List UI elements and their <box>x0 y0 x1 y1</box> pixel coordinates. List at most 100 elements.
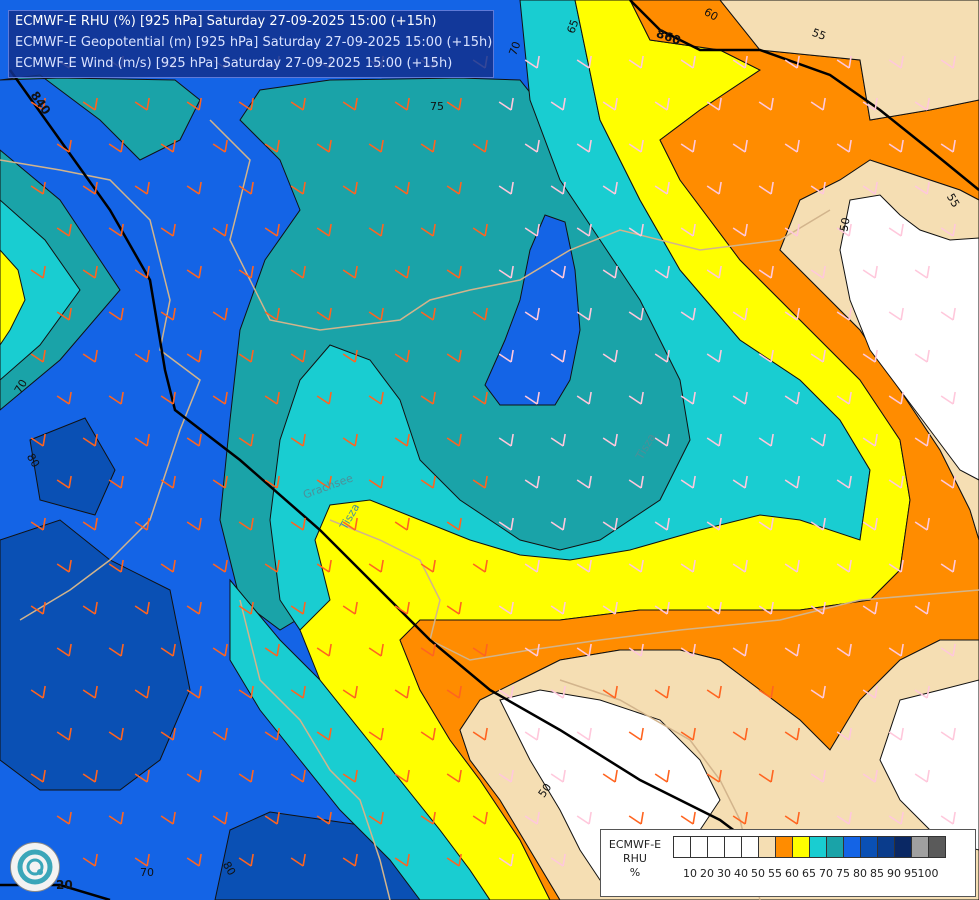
wind-barb <box>186 181 202 195</box>
wind-barb <box>498 97 514 111</box>
wind-barb <box>498 769 514 783</box>
wind-barb <box>836 811 852 825</box>
wind-barb <box>342 517 358 531</box>
legend-tick-label: 95 <box>904 867 918 880</box>
geopotential-label-20: 20 <box>56 878 73 892</box>
wind-barb <box>420 223 436 237</box>
wind-barb <box>316 727 332 741</box>
wind-barb <box>888 559 904 573</box>
wind-barb <box>940 139 956 153</box>
wind-barb <box>186 265 202 279</box>
wind-barb <box>108 643 124 657</box>
wind-barb <box>914 349 930 363</box>
wind-barb <box>628 811 644 825</box>
wind-barb <box>524 391 540 405</box>
wind-barb <box>186 349 202 363</box>
wind-barb <box>810 265 826 279</box>
wind-barb <box>940 223 956 237</box>
border-line <box>209 119 831 331</box>
legend-tick-label: 75 <box>836 867 850 880</box>
wind-barb <box>316 307 332 321</box>
wind-barb <box>654 433 670 447</box>
wind-barb <box>186 769 202 783</box>
wind-barb <box>784 727 800 741</box>
wind-barb <box>888 307 904 321</box>
rhu-55-area-east <box>719 0 979 121</box>
wind-barb <box>368 811 384 825</box>
wind-barb <box>264 811 280 825</box>
wind-barb <box>888 223 904 237</box>
wind-barb <box>30 517 46 531</box>
wind-barb <box>680 55 696 69</box>
wind-barb <box>810 433 826 447</box>
rhu-85-area-northwest <box>29 417 116 516</box>
wind-barb <box>472 307 488 321</box>
wind-barb <box>914 517 930 531</box>
wind-barb <box>134 349 150 363</box>
legend-tick-label: 85 <box>870 867 884 880</box>
wind-barb <box>56 391 72 405</box>
wind-barb <box>940 55 956 69</box>
wind-barb <box>654 349 670 363</box>
wind-barb <box>914 685 930 699</box>
wind-barb <box>368 139 384 153</box>
wind-barb <box>940 727 956 741</box>
wind-barb <box>498 685 514 699</box>
wind-barb <box>394 685 410 699</box>
wind-barb <box>680 727 696 741</box>
wind-barb <box>264 307 280 321</box>
wind-barb <box>368 643 384 657</box>
wind-barb <box>784 643 800 657</box>
wind-barb <box>446 601 462 615</box>
wind-barb <box>862 769 878 783</box>
wind-barb <box>30 265 46 279</box>
wind-barb <box>524 643 540 657</box>
legend-swatch <box>673 836 691 858</box>
wind-barb <box>576 475 592 489</box>
wind-barb <box>472 223 488 237</box>
wind-barb <box>342 433 358 447</box>
wind-barb <box>758 181 774 195</box>
wind-barb <box>576 559 592 573</box>
wind-barb <box>394 433 410 447</box>
wind-barb <box>134 853 150 867</box>
provider-logo <box>10 842 60 892</box>
wind-barb <box>186 517 202 531</box>
wind-barb <box>680 643 696 657</box>
wind-barb <box>576 307 592 321</box>
wind-barb <box>238 181 254 195</box>
wind-barb <box>30 685 46 699</box>
rhu-50-area-east <box>839 194 979 481</box>
wind-barb <box>316 643 332 657</box>
wind-barb <box>420 643 436 657</box>
wind-barb <box>82 517 98 531</box>
wind-barb <box>82 769 98 783</box>
wind-barb <box>654 517 670 531</box>
border-line <box>0 159 201 621</box>
wind-barb <box>628 391 644 405</box>
wind-barb <box>706 265 722 279</box>
wind-barb <box>108 391 124 405</box>
wind-barb <box>758 97 774 111</box>
legend-tick-label: 100 <box>917 867 939 880</box>
legend-swatch <box>928 836 946 858</box>
wind-barb <box>550 853 566 867</box>
wind-barb <box>472 139 488 153</box>
wind-barb <box>940 475 956 489</box>
wind-barb <box>706 769 722 783</box>
wind-barb <box>264 139 280 153</box>
wind-barb <box>706 685 722 699</box>
wind-barb <box>550 769 566 783</box>
wind-barb <box>498 265 514 279</box>
wind-barb <box>56 559 72 573</box>
wind-barb <box>654 181 670 195</box>
wind-barb <box>472 391 488 405</box>
wind-barb <box>576 55 592 69</box>
wind-barb <box>56 307 72 321</box>
wind-barb <box>108 475 124 489</box>
wind-barb <box>732 643 748 657</box>
rhu-contour-label: 75 <box>430 100 444 113</box>
wind-barb <box>446 349 462 363</box>
wind-barb <box>56 139 72 153</box>
wind-barb <box>628 727 644 741</box>
